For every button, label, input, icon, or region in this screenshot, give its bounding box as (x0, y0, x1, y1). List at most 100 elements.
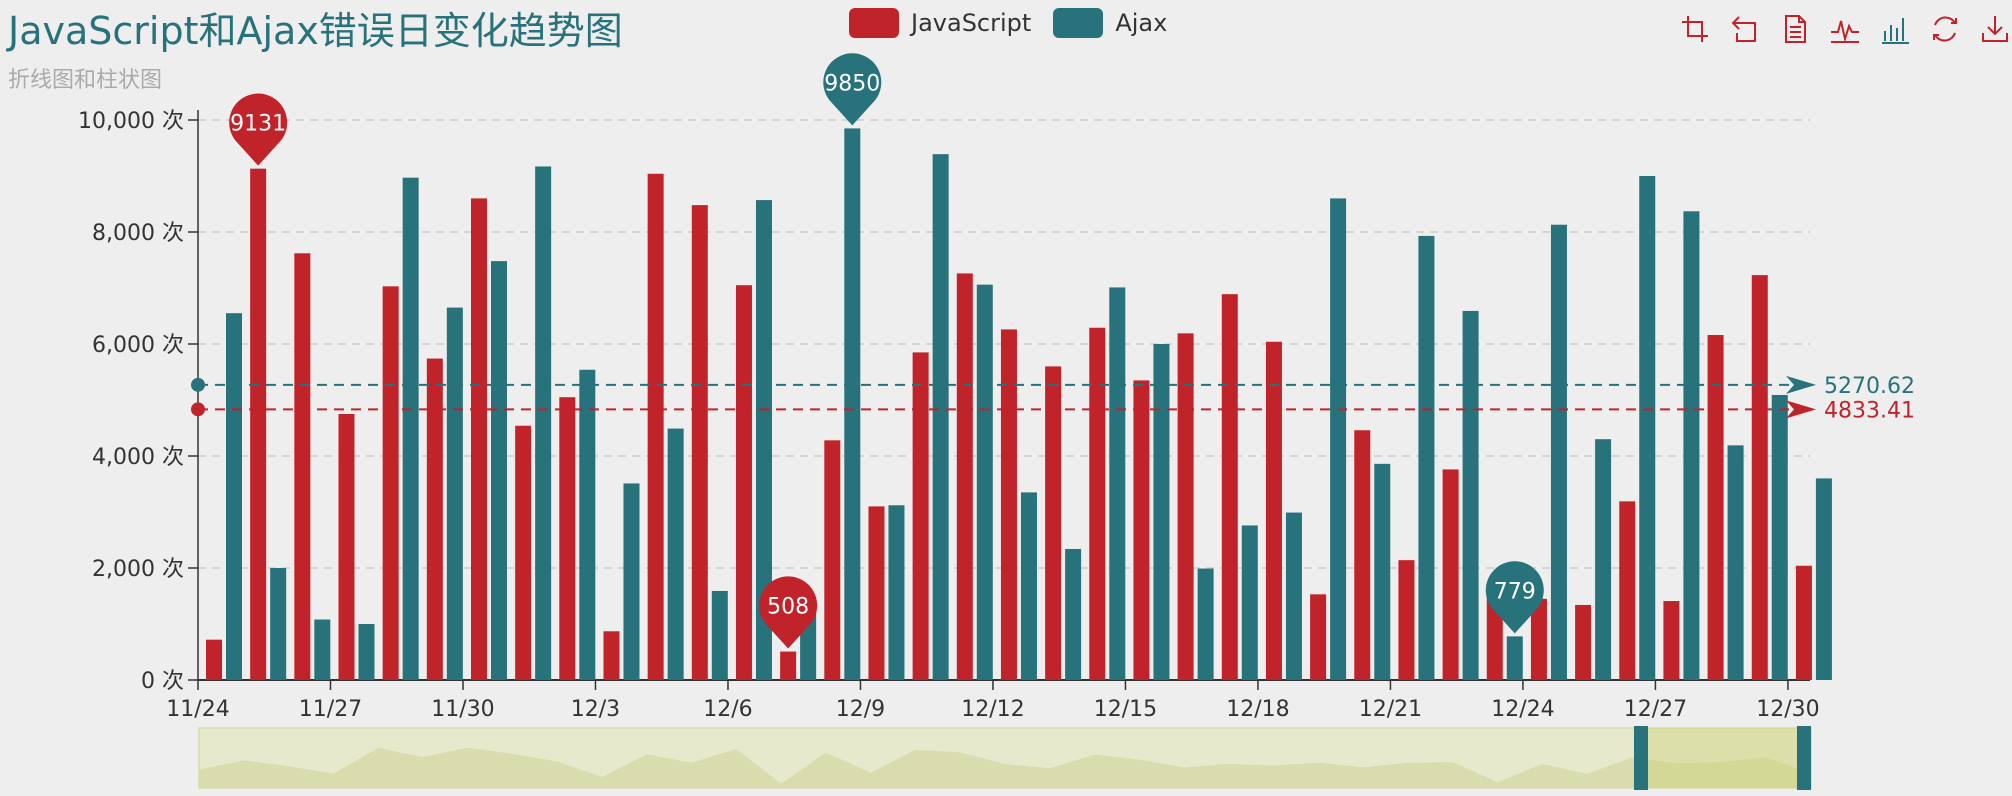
bar-javascript (956, 273, 973, 680)
bar-ajax (711, 590, 728, 680)
zoom-icon[interactable] (1678, 12, 1712, 46)
bar-ajax (1771, 394, 1788, 680)
bar-javascript (470, 198, 487, 680)
y-tick-label: 4,000 次 (92, 445, 184, 470)
bar-ajax (1197, 568, 1214, 680)
x-tick-label: 12/9 (836, 697, 885, 722)
bar-javascript (1310, 594, 1327, 680)
bar-javascript (868, 506, 885, 680)
bar-ajax (446, 307, 463, 680)
bar-ajax (535, 166, 552, 681)
bar-javascript (1486, 591, 1503, 680)
bar-ajax (358, 624, 375, 680)
bar-javascript (1000, 329, 1017, 680)
bar-javascript (1045, 366, 1062, 680)
bar-javascript (1707, 335, 1724, 680)
bar-ajax (755, 200, 772, 680)
bar-javascript (1177, 333, 1194, 680)
bar-ajax (1462, 310, 1479, 680)
restore-icon[interactable] (1928, 12, 1962, 46)
average-label: 5270.62 (1824, 374, 1915, 399)
bar-ajax (1241, 525, 1258, 680)
x-tick-label: 12/30 (1756, 697, 1819, 722)
average-start-dot (191, 377, 205, 392)
legend-label-javascript: JavaScript (911, 9, 1032, 37)
bar-ajax (623, 483, 640, 680)
data-zoom-handle-right (1797, 726, 1811, 790)
data-view-icon[interactable] (1778, 12, 1812, 46)
legend-item-javascript[interactable]: JavaScript (849, 8, 1031, 38)
bar-javascript (1133, 380, 1150, 680)
chart-subtitle: 折线图和柱状图 (8, 68, 163, 93)
x-tick-label: 12/27 (1624, 697, 1687, 722)
bar-ajax (1506, 636, 1523, 680)
legend-label-ajax: Ajax (1115, 9, 1168, 37)
bar-ajax (844, 128, 861, 680)
toolbox (1662, 12, 2012, 46)
bar-ajax (579, 369, 596, 680)
bar-javascript (1221, 294, 1238, 680)
bar-ajax (1815, 478, 1832, 680)
average-arrow (1786, 400, 1816, 419)
data-zoom-track (198, 727, 1812, 789)
bar-javascript (1575, 604, 1592, 680)
pin-shape (1485, 561, 1544, 634)
bar-ajax (976, 284, 993, 680)
bar-ajax (1153, 344, 1170, 680)
pin-label: 779 (1494, 579, 1536, 604)
pin-shape (759, 576, 818, 649)
legend: JavaScript Ajax (849, 8, 1189, 38)
bar-ajax (800, 612, 817, 680)
bar-javascript (206, 639, 222, 680)
data-zoom-handle-left (1634, 726, 1648, 790)
bar-javascript (1265, 341, 1282, 680)
bar-ajax (1683, 211, 1700, 680)
bar-ajax (1330, 198, 1347, 680)
bar-ajax (490, 261, 507, 680)
legend-swatch-javascript (849, 8, 899, 38)
max-pin-marker: 9850 (823, 53, 882, 126)
download-icon[interactable] (1978, 12, 2012, 46)
x-tick-label: 12/12 (961, 697, 1024, 722)
bar-javascript (559, 397, 576, 680)
bar-javascript (1442, 469, 1459, 680)
bar-ajax (226, 313, 242, 680)
y-tick-label: 0 次 (141, 669, 184, 694)
bar-javascript (912, 352, 929, 680)
bar-javascript (515, 425, 532, 680)
x-tick-label: 11/27 (299, 697, 362, 722)
bar-ajax (1285, 512, 1302, 680)
bar-ajax (270, 568, 287, 680)
bar-javascript (250, 168, 267, 680)
zoom-reset-icon[interactable] (1728, 12, 1762, 46)
bar-javascript (1795, 565, 1812, 680)
bar-javascript (1530, 598, 1547, 680)
bar-chart-icon[interactable] (1878, 12, 1912, 46)
x-tick-label: 12/24 (1491, 697, 1554, 722)
bar-ajax (1109, 287, 1126, 680)
bar-javascript (603, 631, 620, 680)
bar-javascript (382, 286, 399, 680)
max-pin-marker: 9131 (229, 93, 288, 166)
data-zoom-window (1640, 728, 1811, 788)
bar-ajax (932, 154, 949, 680)
bar-javascript (647, 173, 664, 680)
bar-javascript (1089, 327, 1106, 680)
line-chart-icon[interactable] (1828, 12, 1862, 46)
pin-label: 9131 (230, 112, 286, 137)
legend-swatch-ajax (1053, 8, 1104, 38)
bar-javascript (780, 651, 797, 680)
bar-javascript (294, 253, 311, 680)
y-tick-label: 8,000 次 (92, 221, 184, 246)
pin-shape (823, 53, 882, 126)
bar-ajax (1374, 463, 1391, 680)
pin-label: 9850 (824, 71, 880, 96)
bar-ajax (667, 428, 684, 680)
bar-ajax (1418, 235, 1435, 681)
bar-ajax (1020, 492, 1037, 680)
legend-item-ajax[interactable]: Ajax (1053, 8, 1167, 38)
x-tick-label: 12/21 (1359, 697, 1422, 722)
x-tick-label: 12/15 (1094, 697, 1157, 722)
